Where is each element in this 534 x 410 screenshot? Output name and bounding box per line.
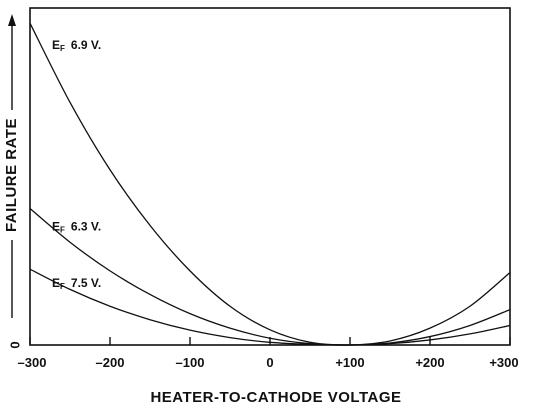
series-line [29, 22, 511, 346]
series-label: EF 6.9 V. [52, 38, 101, 53]
y-axis-arrow-head [8, 14, 16, 26]
x-tick-group [29, 337, 511, 345]
x-tick-label: 0 [266, 355, 273, 370]
series-line [29, 208, 511, 346]
x-tick-label: +100 [335, 355, 364, 370]
plot-frame [29, 7, 511, 346]
y-zero-label: 0 [7, 341, 22, 348]
x-tick-label: –200 [96, 355, 125, 370]
y-axis-title: FAILURE RATE [3, 118, 20, 232]
x-tick-label: –100 [176, 355, 205, 370]
x-axis-title: HEATER-TO-CATHODE VOLTAGE [150, 389, 401, 406]
x-tick-label: +300 [489, 355, 518, 370]
y-axis-title-group: FAILURE RATE [3, 14, 20, 318]
series-line [29, 268, 511, 346]
x-tick-label: +200 [415, 355, 444, 370]
x-tick-label-group: –300 –200 –100 0 +100 +200 +300 [18, 355, 519, 370]
x-tick-label: –300 [18, 355, 47, 370]
series-label-group: EF 6.9 V. EF 6.3 V. EF 7.5 V. [52, 38, 101, 291]
series-label: EF 7.5 V. [52, 276, 101, 291]
series-label: EF 6.3 V. [52, 220, 101, 235]
series-line-group [29, 22, 511, 346]
